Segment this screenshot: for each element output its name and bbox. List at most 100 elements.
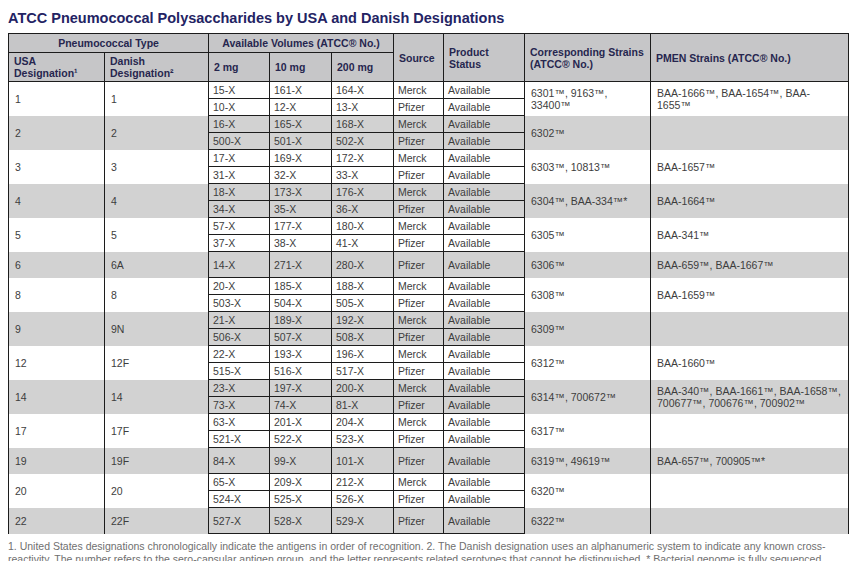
corresponding-strains-cell: 6319™, 49619™ [525, 448, 651, 474]
volume-10mg-cell: 209-X [270, 474, 332, 491]
volume-10mg-cell: 197-X [270, 380, 332, 397]
header-usa-designation: USA Designation¹ [9, 53, 105, 82]
volume-10mg-cell: 38-X [270, 235, 332, 252]
usa-designation-cell: 1 [9, 82, 105, 116]
volume-200mg-cell: 502-X [332, 133, 394, 150]
danish-designation-cell: 20 [105, 474, 209, 508]
product-status-cell: Available [444, 184, 525, 201]
pmen-strains-cell: BAA-1664™ [651, 184, 849, 218]
volume-10mg-cell: 169-X [270, 150, 332, 167]
volume-200mg-cell: 523-X [332, 431, 394, 448]
volume-2mg-cell: 73-X [209, 397, 270, 414]
usa-designation-cell: 5 [9, 218, 105, 252]
usa-designation-cell: 22 [9, 508, 105, 534]
usa-designation-cell: 19 [9, 448, 105, 474]
volume-200mg-cell: 101-X [332, 448, 394, 474]
volume-10mg-cell: 507-X [270, 329, 332, 346]
usa-designation-cell: 3 [9, 150, 105, 184]
volume-200mg-cell: 508-X [332, 329, 394, 346]
pmen-strains-cell: BAA-1666™, BAA-1654™, BAA-1655™ [651, 82, 849, 116]
product-status-cell: Available [444, 397, 525, 414]
volume-200mg-cell: 41-X [332, 235, 394, 252]
volume-200mg-cell: 529-X [332, 508, 394, 534]
danish-designation-cell: 14 [105, 380, 209, 414]
header-corresponding-strains: Corresponding Strains (ATCC® No.) [525, 34, 651, 82]
volume-200mg-cell: 200-X [332, 380, 394, 397]
source-cell: Pfizer [394, 363, 444, 380]
volume-200mg-cell: 13-X [332, 99, 394, 116]
pmen-strains-cell: BAA-1659™ [651, 278, 849, 312]
volume-2mg-cell: 515-X [209, 363, 270, 380]
table-row: 3317-X169-X172-XMerckAvailable6303™, 108… [9, 150, 849, 167]
product-status-cell: Available [444, 150, 525, 167]
usa-designation-cell: 9 [9, 312, 105, 346]
volume-2mg-cell: 527-X [209, 508, 270, 534]
volume-2mg-cell: 524-X [209, 491, 270, 508]
usa-designation-cell: 6 [9, 252, 105, 278]
table-row: 1212F22-X193-X196-XMerckAvailable6312™BA… [9, 346, 849, 363]
product-status-cell: Available [444, 295, 525, 312]
volume-2mg-cell: 84-X [209, 448, 270, 474]
product-status-cell: Available [444, 312, 525, 329]
volume-200mg-cell: 172-X [332, 150, 394, 167]
danish-designation-cell: 17F [105, 414, 209, 448]
source-cell: Merck [394, 380, 444, 397]
source-cell: Pfizer [394, 448, 444, 474]
corresponding-strains-cell: 6322™ [525, 508, 651, 534]
table-row: 1717F63-X201-X204-XMerckAvailable6317™ [9, 414, 849, 431]
table-row: 1115-X161-X164-XMerckAvailable6301™, 916… [9, 82, 849, 99]
volume-10mg-cell: 522-X [270, 431, 332, 448]
volume-200mg-cell: 168-X [332, 116, 394, 133]
header-10mg: 10 mg [270, 53, 332, 82]
product-status-cell: Available [444, 278, 525, 295]
corresponding-strains-cell: 6309™ [525, 312, 651, 346]
danish-designation-cell: 8 [105, 278, 209, 312]
danish-designation-cell: 4 [105, 184, 209, 218]
volume-10mg-cell: 501-X [270, 133, 332, 150]
danish-designation-cell: 5 [105, 218, 209, 252]
product-status-cell: Available [444, 167, 525, 184]
pmen-strains-cell: BAA-659™, BAA-1667™ [651, 252, 849, 278]
source-cell: Merck [394, 414, 444, 431]
table-row: 2216-X165-X168-XMerckAvailable6302™ [9, 116, 849, 133]
volume-2mg-cell: 21-X [209, 312, 270, 329]
volume-200mg-cell: 192-X [332, 312, 394, 329]
source-cell: Merck [394, 218, 444, 235]
source-cell: Merck [394, 116, 444, 133]
pneumococcal-table: Pneumococcal Type Available Volumes (ATC… [8, 33, 849, 534]
pmen-strains-cell [651, 474, 849, 508]
table-row: 66A14-X271-X280-XPfizerAvailable6306™BAA… [9, 252, 849, 278]
volume-200mg-cell: 188-X [332, 278, 394, 295]
source-cell: Merck [394, 346, 444, 363]
volume-10mg-cell: 165-X [270, 116, 332, 133]
danish-designation-cell: 19F [105, 448, 209, 474]
product-status-cell: Available [444, 448, 525, 474]
product-status-cell: Available [444, 82, 525, 99]
product-status-cell: Available [444, 431, 525, 448]
corresponding-strains-cell: 6312™ [525, 346, 651, 380]
volume-10mg-cell: 173-X [270, 184, 332, 201]
source-cell: Pfizer [394, 133, 444, 150]
volume-2mg-cell: 22-X [209, 346, 270, 363]
volume-200mg-cell: 204-X [332, 414, 394, 431]
volume-10mg-cell: 12-X [270, 99, 332, 116]
source-cell: Pfizer [394, 235, 444, 252]
volume-200mg-cell: 505-X [332, 295, 394, 312]
product-status-cell: Available [444, 474, 525, 491]
page: ATCC Pneumococcal Polysaccharides by USA… [0, 0, 856, 561]
volume-10mg-cell: 74-X [270, 397, 332, 414]
volume-2mg-cell: 500-X [209, 133, 270, 150]
volume-10mg-cell: 528-X [270, 508, 332, 534]
product-status-cell: Available [444, 235, 525, 252]
table-row: 2222F527-X528-X529-XPfizerAvailable6322™ [9, 508, 849, 534]
corresponding-strains-cell: 6320™ [525, 474, 651, 508]
product-status-cell: Available [444, 252, 525, 278]
volume-10mg-cell: 35-X [270, 201, 332, 218]
source-cell: Pfizer [394, 99, 444, 116]
table-body: 1115-X161-X164-XMerckAvailable6301™, 916… [9, 82, 849, 534]
corresponding-strains-cell: 6308™ [525, 278, 651, 312]
header-available-volumes: Available Volumes (ATCC® No.) [209, 34, 394, 53]
volume-200mg-cell: 280-X [332, 252, 394, 278]
pmen-strains-cell [651, 414, 849, 448]
volume-10mg-cell: 177-X [270, 218, 332, 235]
